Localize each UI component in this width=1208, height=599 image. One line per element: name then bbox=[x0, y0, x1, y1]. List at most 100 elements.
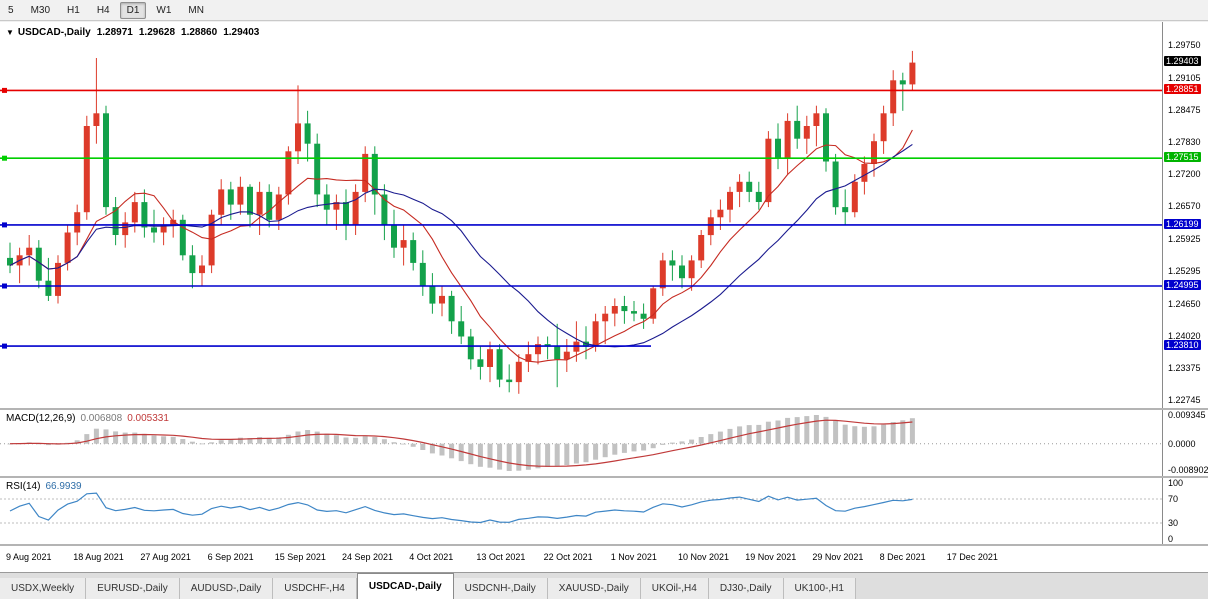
timeframe-button-h4[interactable]: H4 bbox=[96, 4, 110, 16]
macd-signal-line bbox=[9, 419, 913, 467]
horizontal-line-1.26199[interactable] bbox=[0, 222, 1162, 228]
chart-title: ▼ USDCAD-,Daily 1.28971 1.29628 1.28860 1.294… bbox=[6, 27, 259, 38]
date-label: 1 Nov 2021 bbox=[610, 552, 657, 562]
macd-pane[interactable] bbox=[0, 410, 1162, 476]
macd-histogram-bar bbox=[362, 436, 368, 444]
candle-10-05 bbox=[400, 224, 407, 266]
macd-histogram-bar bbox=[909, 418, 915, 444]
chart-tab-xauusd-daily[interactable]: XAUUSD-,Daily bbox=[547, 578, 641, 599]
symbol-period-label: USDCAD-,Daily bbox=[17, 27, 91, 38]
date-label: 6 Sep 2021 bbox=[207, 552, 254, 562]
horizontal-line-1.28851[interactable] bbox=[0, 87, 1162, 93]
macd-axis-label: 0.0000 bbox=[1168, 438, 1196, 449]
horizontal-line-1.2381[interactable] bbox=[0, 343, 651, 349]
candle-08-19 bbox=[83, 115, 90, 220]
macd-histogram-bar bbox=[669, 442, 675, 444]
macd-histogram-bar bbox=[525, 443, 531, 470]
macd-histogram-bar bbox=[506, 443, 512, 471]
price-axis[interactable]: 1.29750 1.29105 1.28475 1.27830 1.27200 1.265… bbox=[1162, 22, 1208, 408]
candle-09-01 bbox=[170, 209, 177, 238]
line-handle[interactable] bbox=[2, 222, 7, 228]
horizontal-line-1.27515[interactable] bbox=[0, 155, 1162, 161]
macd-name: MACD(12,26,9) bbox=[6, 413, 76, 424]
chart-tab-dj30-daily[interactable]: DJ30-,Daily bbox=[708, 578, 784, 599]
date-label: 10 Nov 2021 bbox=[678, 552, 730, 562]
timeframe-button-d1[interactable]: D1 bbox=[119, 1, 147, 19]
timeframe-button-mn[interactable]: MN bbox=[188, 4, 204, 16]
chart-tab-usdcnh-daily[interactable]: USDCNH-,Daily bbox=[453, 578, 548, 599]
timeframe-button-h1[interactable]: H1 bbox=[67, 4, 80, 16]
candle-09-14 bbox=[256, 181, 263, 235]
macd-histogram-bar bbox=[516, 443, 522, 471]
macd-histogram-bar bbox=[545, 443, 551, 467]
macd-histogram-bar bbox=[276, 437, 282, 444]
macd-histogram-bar bbox=[487, 443, 493, 468]
candle-12-06 bbox=[823, 108, 829, 172]
level-price-label: 1.24995 bbox=[1164, 280, 1201, 290]
candle-09-10 bbox=[237, 176, 244, 215]
macd-histogram-bar bbox=[871, 426, 877, 444]
candle-08-23 bbox=[103, 105, 109, 215]
candle-10-19 bbox=[496, 344, 503, 388]
candle-08-13 bbox=[45, 257, 52, 301]
timeframe-button-m30[interactable]: M30 bbox=[30, 4, 51, 16]
pane-separator[interactable] bbox=[0, 544, 1208, 546]
rsi-label: RSI(14) 66.9939 bbox=[6, 481, 82, 492]
macd-histogram-bar bbox=[698, 437, 704, 444]
candle-08-27 bbox=[141, 189, 148, 238]
rsi-name: RSI(14) bbox=[6, 481, 41, 492]
macd-axis-label: -0.008902 bbox=[1168, 465, 1208, 475]
macd-histogram-bar bbox=[583, 443, 589, 463]
line-handle[interactable] bbox=[2, 155, 7, 161]
chart-tab-usdx-weekly[interactable]: USDX,Weekly bbox=[0, 578, 87, 599]
macd-histogram-bar bbox=[535, 443, 541, 469]
date-label: 17 Dec 2021 bbox=[946, 552, 998, 562]
macd-histogram-bar bbox=[804, 416, 810, 444]
candle-10-27 bbox=[554, 323, 561, 388]
one-click-trading-icon[interactable]: ▼ bbox=[6, 28, 14, 37]
macd-histogram-bar bbox=[122, 432, 128, 444]
rsi-axis-label: 70 bbox=[1168, 494, 1179, 504]
price-tick-label: 1.24020 bbox=[1168, 330, 1201, 341]
line-handle[interactable] bbox=[2, 283, 7, 289]
candle-11-16 bbox=[688, 255, 695, 291]
pane-separator[interactable] bbox=[0, 408, 1208, 410]
timeframe-button-w1[interactable]: W1 bbox=[156, 4, 172, 16]
chart-tab-ukoil-h4[interactable]: UKOil-,H4 bbox=[640, 578, 709, 599]
chart-tab-usdcad-daily[interactable]: USDCAD-,Daily bbox=[356, 573, 454, 599]
chart-tab-eurusd-daily[interactable]: EURUSD-,Daily bbox=[86, 578, 180, 599]
candle-12-02 bbox=[803, 115, 810, 154]
time-axis[interactable]: 9 Aug 2021 18 Aug 2021 27 Aug 2021 6 Sep 20… bbox=[0, 546, 1208, 572]
line-handle[interactable] bbox=[2, 343, 7, 349]
macd-histogram-bar bbox=[458, 443, 464, 462]
chart-tab-usdchf-h4[interactable]: USDCHF-,H4 bbox=[273, 578, 357, 599]
date-label: 4 Oct 2021 bbox=[409, 552, 454, 562]
macd-histogram-bar bbox=[593, 443, 599, 460]
macd-histogram-bar bbox=[823, 416, 829, 444]
candle-10-18 bbox=[487, 341, 493, 383]
candle-11-12 bbox=[669, 250, 676, 281]
candle-10-01 bbox=[381, 184, 388, 241]
macd-histogram-bar bbox=[650, 443, 656, 449]
macd-histogram-bar bbox=[794, 417, 800, 444]
macd-histogram-bar bbox=[785, 417, 791, 444]
chart-tab-uk100-h1[interactable]: UK100-,H1 bbox=[783, 578, 856, 599]
candle-11-30 bbox=[784, 113, 791, 175]
rsi-axis: 100 70 30 0 bbox=[1162, 478, 1208, 544]
chart-tab-audusd-daily[interactable]: AUDUSD-,Daily bbox=[179, 578, 274, 599]
candle-09-21 bbox=[304, 110, 311, 162]
rsi-axis-label: 100 bbox=[1168, 478, 1184, 488]
low-value: 1.28860 bbox=[181, 27, 218, 38]
rsi-pane[interactable] bbox=[0, 478, 1162, 544]
date-label: 15 Sep 2021 bbox=[274, 552, 326, 562]
candle-09-16 bbox=[275, 186, 282, 230]
horizontal-line-1.24995[interactable] bbox=[0, 283, 1162, 289]
pane-separator[interactable] bbox=[0, 476, 1208, 478]
line-handle[interactable] bbox=[2, 87, 7, 93]
candle-12-09 bbox=[851, 174, 858, 218]
candle-10-14 bbox=[467, 328, 474, 370]
timeframe-button-5[interactable]: 5 bbox=[8, 4, 14, 16]
main-chart-pane[interactable] bbox=[0, 22, 1162, 408]
candle-08-16 bbox=[55, 255, 61, 304]
candle-09-20 bbox=[295, 85, 301, 164]
